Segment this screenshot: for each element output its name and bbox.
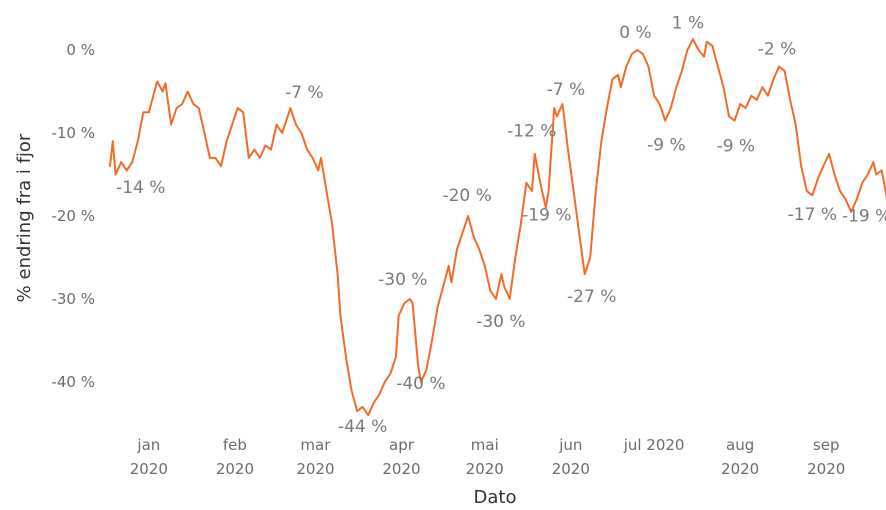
data-label: -7 % [285,83,324,103]
x-tick-year-label: 2020 [382,460,420,478]
data-label: -17 % [788,205,837,225]
x-tick-label: sep [813,436,840,454]
x-tick-label: apr [389,436,415,454]
x-tick-year-label: 2020 [466,460,504,478]
data-labels: -14 % -7 % -44 % -30 % -40 % -20 % -30 % -12 % -… [116,14,886,438]
x-axis-title: Dato [474,487,517,508]
x-tick-year-label: 2020 [216,460,254,478]
x-tick-year-label: 2020 [552,460,590,478]
data-label: -27 % [567,287,616,307]
data-label: -19 % [842,207,886,227]
data-label: -9 % [647,136,686,156]
x-tick-year-label: 2020 [807,460,845,478]
data-label: -40 % [396,374,445,394]
x-tick-label: mar [300,436,331,454]
x-tick-year-label: 2020 [296,460,334,478]
data-label: -9 % [717,137,756,157]
data-label: 1 % [672,14,704,34]
y-tick-label: -10 % [51,124,95,142]
x-axis-ticks: jan 2020 feb 2020 mar 2020 apr 2020 mai 2020 jun 20… [130,436,846,478]
x-tick-year-label: 2020 [721,460,759,478]
data-label: -44 % [338,417,387,437]
data-label: -30 % [476,312,525,332]
data-label: -2 % [758,40,797,60]
x-tick-label: aug [726,436,754,454]
series-line [109,38,886,417]
data-label: -14 % [116,178,165,198]
x-tick-label: jul 2020 [623,436,685,454]
x-tick-label: jan [136,436,160,454]
x-tick-label: mai [471,436,499,454]
x-tick-label: jun [558,436,582,454]
y-axis-title: % endring fra i fjor [14,133,35,302]
x-tick-label: feb [223,436,247,454]
data-label: -20 % [442,186,491,206]
y-tick-label: -30 % [51,290,95,308]
data-label: -19 % [522,206,571,226]
data-label: 0 % [619,23,651,43]
y-tick-label: 0 % [66,41,95,59]
data-label: -30 % [378,270,427,290]
y-tick-label: -20 % [51,207,95,225]
x-tick-year-label: 2020 [130,460,168,478]
y-axis-ticks: 0 % -10 % -20 % -30 % -40 % [51,41,95,391]
data-label: -12 % [507,122,556,142]
y-tick-label: -40 % [51,373,95,391]
data-label: -7 % [547,80,586,100]
